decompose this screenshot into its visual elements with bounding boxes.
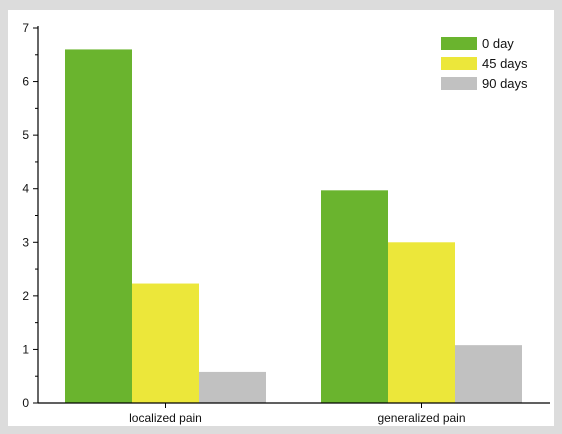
y-tick-label: 6 [22,75,29,89]
y-tick-label: 5 [22,128,29,142]
legend-label: 90 days [482,76,528,91]
legend-swatch [441,77,477,90]
y-tick-label: 2 [22,289,29,303]
x-tick-label: localized pain [129,411,202,425]
y-tick-label: 7 [22,21,29,35]
bar-0-day-localized-pain [65,49,132,404]
legend-swatch [441,37,477,50]
y-tick-label: 0 [22,396,29,410]
bar-45-days-localized-pain [132,283,199,403]
bar-0-day-generalized-pain [321,190,388,403]
chart-panel: 0 1 2 3 4 5 6 7 localized pain generalized pain 0 … [8,10,554,426]
bar-90-days-generalized-pain [455,345,522,403]
bar-90-days-localized-pain [199,371,266,403]
x-tick-label: generalized pain [377,411,465,425]
legend-swatch [441,57,477,70]
legend-label: 45 days [482,56,528,71]
y-tick-label: 3 [22,235,29,249]
bar-45-days-generalized-pain [388,242,455,403]
y-tick-label: 4 [22,182,29,196]
y-tick-label: 1 [22,342,29,356]
legend-label: 0 day [482,36,514,51]
grouped-bar-chart: 0 1 2 3 4 5 6 7 localized pain generalized pain 0 … [22,21,550,425]
